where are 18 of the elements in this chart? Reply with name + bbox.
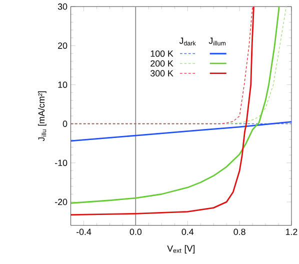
legend-label: 100 K [150, 50, 174, 57]
x-axis-title: V$_{ext}$ [V] [167, 245, 195, 254]
y-tick-label: 10 [58, 82, 68, 88]
x-tick-label: 0.8 [234, 228, 246, 236]
annotation: J$_{dark}$ [179, 38, 196, 46]
y-axis-title: J$_{illu}$ [mA/cm²] [38, 91, 46, 142]
y-tick-label: 0 [62, 120, 68, 127]
x-tick-label: -0.4 [76, 228, 92, 236]
y-tick-label: 30 [58, 3, 68, 10]
x-tick-label: 0.0 [130, 228, 142, 236]
legend-label: 200 K [150, 60, 174, 67]
y-tick-label: 20 [58, 42, 68, 49]
x-tick-label: 1.2 [286, 228, 298, 235]
y-tick-label: -20 [55, 198, 68, 206]
x-tick-label: 0.4 [182, 228, 194, 236]
y-tick-label: -10 [55, 160, 68, 166]
legend-label: 300 K [150, 70, 174, 77]
annotation: J$_{illum}$ [208, 38, 226, 46]
